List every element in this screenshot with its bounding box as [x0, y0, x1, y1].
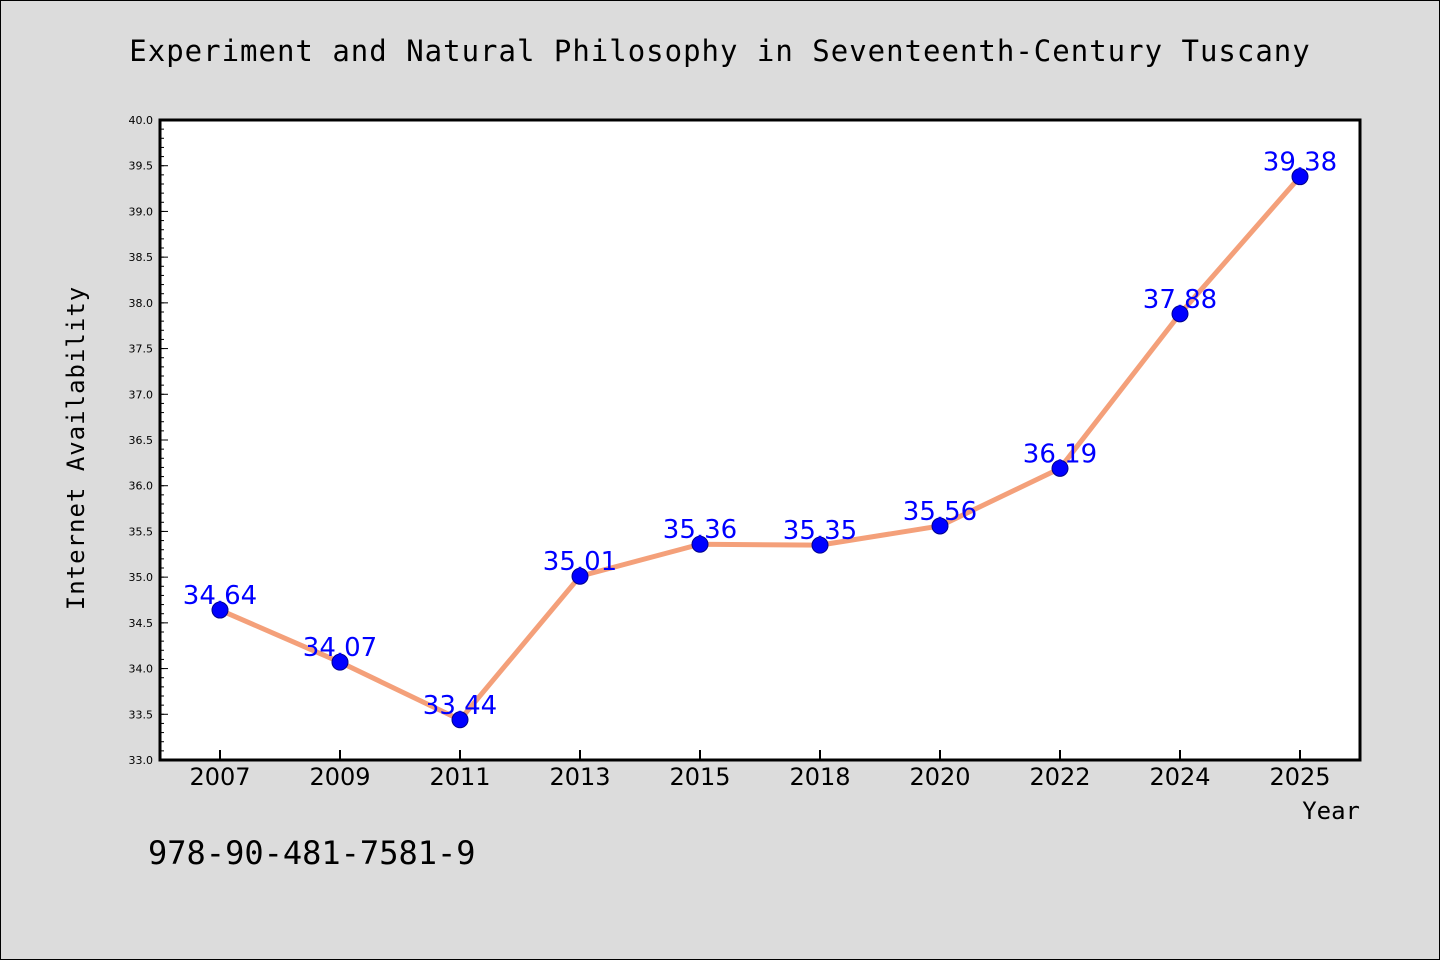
- x-tick-label: 2020: [909, 763, 970, 791]
- data-point: [691, 535, 709, 553]
- y-tick-label: 37.0: [129, 388, 154, 401]
- x-tick-label: 2025: [1269, 763, 1330, 791]
- x-tick-label: 2022: [1029, 763, 1090, 791]
- x-axis: 2007 2009 2011 2013 2015 2018 2020 2022 2024 2025: [189, 750, 1331, 791]
- x-tick-label: 2015: [669, 763, 730, 791]
- data-point: [811, 536, 829, 554]
- data-label: 36.19: [1023, 439, 1097, 469]
- y-tick-label: 40.0: [129, 114, 154, 127]
- y-tick-label: 35.5: [129, 525, 154, 538]
- y-tick-label: 38.5: [129, 251, 154, 264]
- y-tick-label: 36.0: [129, 480, 154, 493]
- data-label: 35.36: [663, 515, 737, 545]
- data-label: 35.56: [903, 497, 977, 527]
- data-point: [451, 711, 469, 729]
- data-point: [571, 567, 589, 585]
- y-tick-label: 33.5: [129, 708, 154, 721]
- y-tick-label: 37.5: [129, 343, 154, 356]
- y-tick-label: 38.0: [129, 297, 154, 310]
- y-tick-label: 34.5: [129, 617, 154, 630]
- x-tick-label: 2024: [1149, 763, 1210, 791]
- x-axis-label: Year: [1302, 797, 1360, 825]
- data-label: 33.44: [423, 691, 497, 721]
- data-point: [1051, 459, 1069, 477]
- data-label: 34.07: [303, 633, 377, 663]
- data-point: [211, 601, 229, 619]
- x-tick-label: 2013: [549, 763, 610, 791]
- y-tick-label: 35.0: [129, 571, 154, 584]
- x-tick-label: 2018: [789, 763, 850, 791]
- x-tick-label: 2011: [429, 763, 490, 791]
- chart-title: Experiment and Natural Philosophy in Sev…: [129, 34, 1311, 68]
- data-point: [1291, 168, 1309, 186]
- isbn-code: 978-90-481-7581-9: [148, 834, 476, 872]
- data-points-group: [211, 168, 1309, 729]
- y-tick-label: 39.0: [129, 205, 154, 218]
- y-axis: 33.0 33.5 34.0 34.5 35.0 35.5 36.0 36.5 37.0 37.5…: [129, 114, 168, 767]
- y-tick-label: 34.0: [129, 663, 154, 676]
- data-label: 35.35: [783, 516, 857, 546]
- data-labels-group: 34.64 34.07 33.44 35.01 35.36 35.35 35.56 36.19…: [183, 148, 1337, 721]
- data-label: 39.38: [1263, 148, 1337, 178]
- data-label: 37.88: [1143, 285, 1217, 315]
- series-line-group: [217, 174, 1303, 723]
- data-label: 35.01: [543, 547, 617, 577]
- series-line: [217, 174, 1303, 723]
- data-point: [931, 517, 949, 535]
- x-tick-label: 2007: [189, 763, 250, 791]
- y-tick-label: 36.5: [129, 434, 154, 447]
- x-tick-label: 2009: [309, 763, 370, 791]
- data-point: [1171, 305, 1189, 323]
- y-tick-label: 39.5: [129, 160, 154, 173]
- data-point: [331, 653, 349, 671]
- data-label: 34.64: [183, 581, 257, 611]
- plot-area: [158, 118, 1362, 762]
- y-tick-label: 33.0: [129, 754, 154, 767]
